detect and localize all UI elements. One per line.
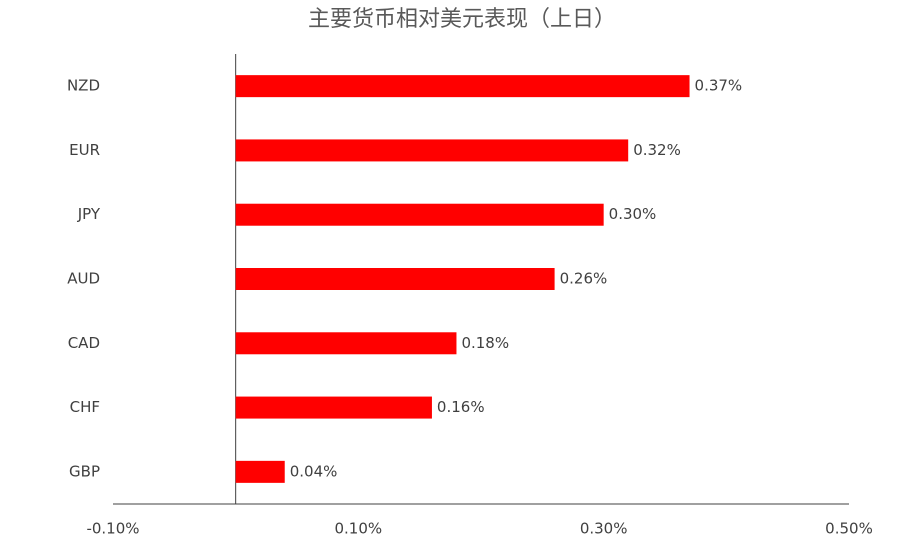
y-tick-label: AUD — [67, 270, 100, 288]
bar — [235, 268, 555, 290]
data-label: 0.30% — [609, 205, 657, 223]
x-tick-label: 0.10% — [335, 520, 383, 538]
y-tick-label: JPY — [77, 205, 101, 223]
chart-title: 主要货币相对美元表现（上日） — [308, 7, 616, 32]
bar — [235, 75, 690, 98]
bar — [235, 203, 604, 226]
y-tick-label: GBP — [69, 462, 100, 480]
y-tick-label: EUR — [69, 141, 100, 159]
bar — [235, 332, 457, 355]
y-tick-label: CAD — [68, 334, 100, 352]
data-label: 0.04% — [290, 462, 338, 480]
bar — [235, 139, 629, 162]
data-label: 0.37% — [695, 77, 743, 95]
y-tick-label: NZD — [67, 77, 100, 95]
x-tick-label: 0.30% — [580, 520, 628, 538]
data-label: 0.32% — [633, 141, 681, 159]
bar — [235, 396, 432, 419]
x-tick-label: -0.10% — [86, 520, 139, 538]
data-label: 0.18% — [461, 334, 509, 352]
y-tick-label: CHF — [70, 398, 100, 416]
data-label: 0.16% — [437, 398, 485, 416]
data-label: 0.26% — [560, 270, 608, 288]
bar — [235, 460, 285, 483]
x-tick-label: 0.50% — [825, 520, 873, 538]
